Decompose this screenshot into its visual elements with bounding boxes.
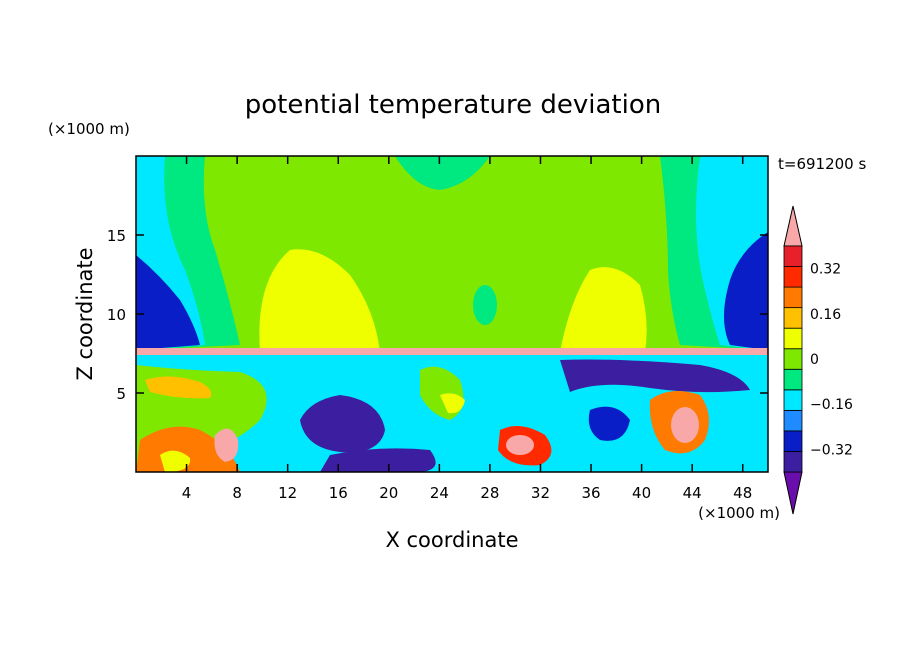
y-tick-label: 15: [107, 227, 126, 245]
colorbar-bin: [783, 409, 803, 432]
colorbar-bin: [783, 266, 803, 288]
right-warm-region: [560, 267, 647, 352]
chart-title: potential temperature deviation: [245, 90, 661, 120]
colorbar-bin: [783, 286, 803, 309]
colorbar-bin: [783, 430, 803, 452]
x-tick-label: 16: [329, 484, 348, 502]
left-warm-region: [259, 249, 380, 352]
x-axis-unit: (×1000 m): [698, 504, 780, 522]
colorbar-upper-extend: [783, 205, 803, 247]
colorbar-tick-label: 0.16: [810, 307, 841, 323]
upper-right-blue-region: [724, 232, 768, 350]
colorbar-bin: [783, 307, 803, 329]
contour-field: [136, 156, 768, 472]
lower-purple-region: [300, 395, 385, 453]
colorbar-tick-label: −0.16: [810, 397, 853, 413]
x-tick-label: 36: [581, 484, 600, 502]
colorbar-tick-label: 0: [810, 352, 819, 368]
colorbar-lower-extend: [783, 471, 803, 515]
bottom-left-yellow-spot: [160, 450, 191, 472]
x-tick-label: 4: [182, 484, 192, 502]
colorbar-tick-label: 0.32: [810, 262, 841, 278]
x-tick-label: 8: [232, 484, 242, 502]
y-axis-ticks: 5 10 15: [107, 227, 768, 403]
lower-center-yellow-spot: [440, 393, 465, 414]
colorbar-bin: [783, 389, 803, 411]
lower-right-purple-band: [560, 359, 750, 393]
colorbar-bin: [783, 327, 803, 350]
lower-bottom-purple-region: [320, 448, 436, 472]
center-cool-region: [473, 285, 497, 325]
lower-right-pink-spot: [671, 407, 699, 443]
y-axis-unit: (×1000 m): [48, 120, 130, 138]
y-tick-label: 10: [107, 306, 126, 324]
x-tick-label: 28: [480, 484, 499, 502]
x-tick-label: 32: [531, 484, 550, 502]
time-label: t=691200 s: [778, 155, 866, 173]
colorbar-bin: [783, 451, 803, 473]
lower-left-band: [145, 376, 212, 399]
y-tick-label: 5: [116, 385, 126, 403]
x-tick-label: 20: [379, 484, 398, 502]
x-tick-label: 44: [683, 484, 702, 502]
colorbar-tick-label: −0.32: [810, 442, 853, 458]
x-tick-label: 24: [430, 484, 449, 502]
x-axis-ticks: 4 8 12 16 20 24 28 32 36 40 44 48: [182, 156, 752, 502]
x-tick-label: 40: [632, 484, 651, 502]
y-axis-label: Z coordinate: [73, 247, 97, 380]
colorbar-bin: [783, 348, 803, 370]
colorbar: −0.32 −0.16 0 0.16 0.32: [783, 205, 853, 515]
upper-left-blue-region: [136, 255, 200, 350]
colorbar-bin: [783, 245, 803, 267]
top-center-region: [395, 156, 490, 190]
lower-left-pink-spot: [214, 428, 239, 462]
lower-pink-spot: [506, 435, 534, 455]
lower-right-blue-region: [588, 406, 630, 441]
x-tick-label: 12: [278, 484, 297, 502]
x-axis-label: X coordinate: [385, 528, 518, 552]
x-tick-label: 48: [733, 484, 752, 502]
colorbar-bin: [783, 368, 803, 391]
